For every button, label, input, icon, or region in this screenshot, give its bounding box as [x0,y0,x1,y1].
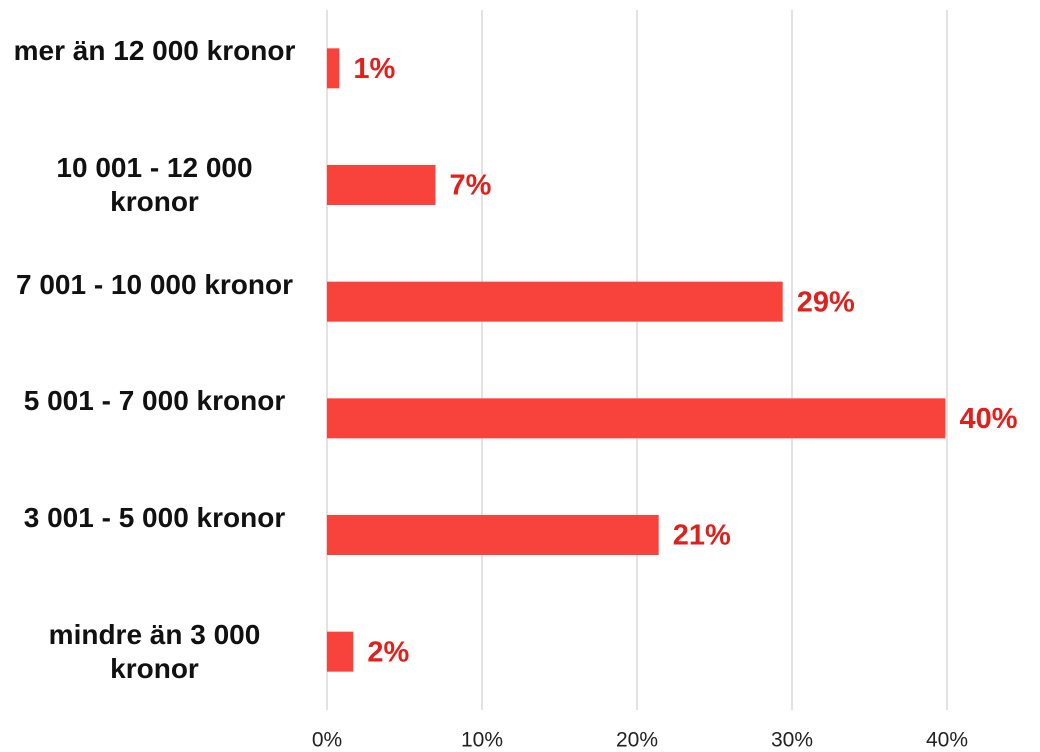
value-label: 21% [673,520,731,552]
x-tick-label: 10% [461,729,503,752]
bar [327,398,946,439]
y-tick-label: 7 001 - 10 000 kronor [15,268,294,300]
value-label: 7% [450,170,492,202]
y-tick-label: 3 001 - 5 000 kronor [23,502,286,533]
value-label: 2% [367,636,409,668]
x-tick-label: 20% [616,729,658,752]
x-tick-label: 30% [771,729,813,752]
y-tick-label: mindre än 3 000 kronor [48,618,261,684]
y-tick-label: mer än 12 000 kronor [13,35,296,67]
bar [327,281,783,322]
y-tick-label: 5 001 - 7 000 kronor [23,385,286,417]
value-label: 1% [353,53,395,85]
bar [327,165,436,205]
bar [327,631,354,672]
value-label: 40% [959,403,1017,435]
x-tick-label: 40% [926,729,968,752]
value-label: 29% [797,286,855,318]
bar [327,515,659,555]
y-tick-label: 10 001 - 12 000 kronor [56,152,253,217]
x-tick-label: 0% [312,729,342,752]
bar [327,48,340,89]
